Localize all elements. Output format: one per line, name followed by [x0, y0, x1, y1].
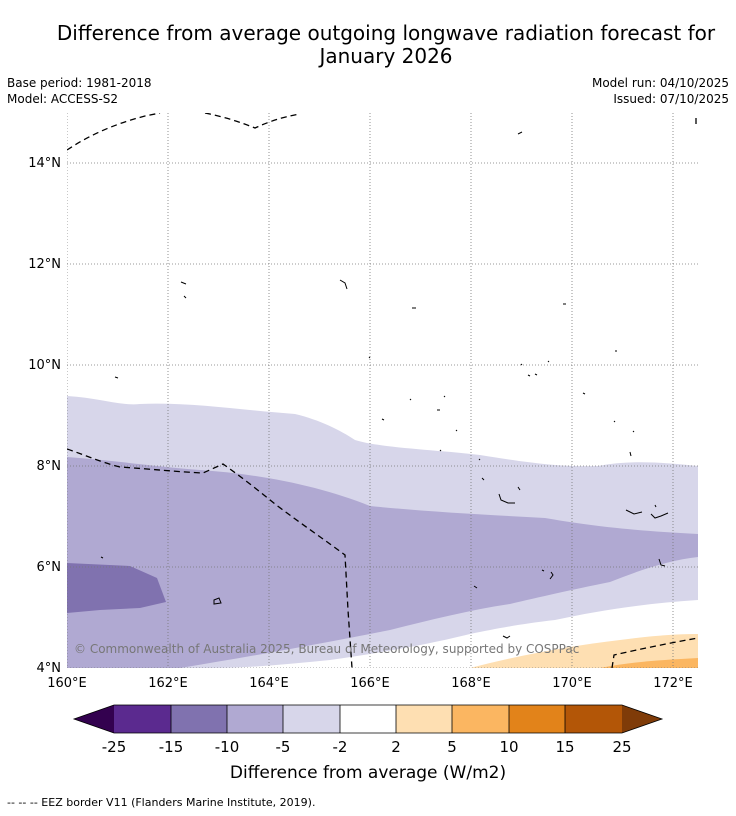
colorbar-bin-minus25-minus15: [114, 705, 171, 733]
colorbar-bin-plus15-plus25: [565, 705, 622, 733]
map-title: Difference from average outgoing longwav…: [0, 22, 736, 68]
lon-label-166e: 166°E: [350, 676, 390, 691]
colorbar-bin-minus10-minus5: [227, 705, 284, 733]
colorbar-bin-minus2-plus2: [340, 705, 397, 733]
lon-label-164e: 164°E: [249, 676, 289, 691]
lon-label-172e: 172°E: [653, 676, 693, 691]
colorbar-tick: 2: [391, 738, 401, 756]
island-outlines: [100, 131, 669, 639]
eez-legend-note: -- -- -- EEZ border V11 (Flanders Marine…: [7, 796, 316, 809]
colorbar-label: Difference from average (W/m2): [230, 763, 506, 783]
base-period: Base period: 1981-2018: [7, 76, 152, 90]
ol-anomaly-band-plus5-plus10: [600, 658, 698, 668]
ol-anomaly-patch-minus10-minus15: [67, 563, 166, 613]
colorbar-tick-labels: -25 -15 -10 -5 -2 2 5 10 15 25: [102, 738, 632, 756]
title-line-1: Difference from average outgoing longwav…: [56, 21, 716, 45]
colorbar-bin-plus2-plus5: [396, 705, 453, 733]
colorbar-bin-minus5-minus2: [283, 705, 340, 733]
model-run: Model run: 04/10/2025: [591, 76, 729, 90]
colorbar-bin-plus10-plus15: [509, 705, 566, 733]
eez-borders: [67, 113, 698, 668]
colorbar-bin-plus5-plus10: [452, 705, 509, 733]
colorbar-tick: 10: [499, 738, 518, 756]
lat-label-4n: 4°N: [37, 661, 62, 676]
metadata-right: Model run: 04/10/2025 Issued: 07/10/2025: [592, 75, 729, 107]
colorbar-tick: -10: [215, 738, 240, 756]
model-name: Model: ACCESS-S2: [7, 92, 119, 106]
colorbar-bin-minus15-minus10: [171, 705, 228, 733]
colorbar-tick: -15: [159, 738, 184, 756]
map-plot-area: © Commonwealth of Australia 2025, Bureau…: [67, 113, 698, 668]
ol-anomaly-band-minus5-minus10: [67, 457, 698, 668]
map-gridlines: [67, 113, 698, 668]
longitude-labels: 160°E 162°E 164°E 166°E 168°E 170°E 172°…: [47, 676, 693, 691]
lon-label-162e: 162°E: [148, 676, 188, 691]
lat-label-10n: 10°N: [28, 358, 61, 373]
colorbar-over-triangle: [622, 705, 662, 733]
lat-label-14n: 14°N: [28, 156, 61, 171]
colorbar-tick: -25: [102, 738, 127, 756]
lon-label-160e: 160°E: [47, 676, 87, 691]
issued-date: Issued: 07/10/2025: [613, 92, 729, 106]
colorbar-tick: -2: [333, 738, 348, 756]
metadata-left: Base period: 1981-2018 Model: ACCESS-S2: [7, 75, 152, 107]
lat-label-6n: 6°N: [37, 560, 62, 575]
ol-anomaly-band-plus2-plus5: [470, 634, 698, 668]
colorbar-tick: -5: [276, 738, 291, 756]
colorbar-tick: 15: [555, 738, 574, 756]
latitude-labels: 4°N 6°N 8°N 10°N 12°N 14°N: [28, 156, 61, 676]
lon-label-168e: 168°E: [451, 676, 491, 691]
colorbar-tick: 5: [447, 738, 457, 756]
lat-label-12n: 12°N: [28, 257, 61, 272]
colorbar-under-triangle: [74, 705, 114, 733]
colorbar-tick: 25: [612, 738, 631, 756]
title-line-2: January 2026: [319, 44, 453, 68]
copyright-watermark: © Commonwealth of Australia 2025, Bureau…: [74, 642, 579, 656]
lon-label-170e: 170°E: [552, 676, 592, 691]
lat-label-8n: 8°N: [37, 459, 62, 474]
colorbar: -25 -15 -10 -5 -2 2 5 10 15 25 Differenc…: [72, 704, 664, 783]
